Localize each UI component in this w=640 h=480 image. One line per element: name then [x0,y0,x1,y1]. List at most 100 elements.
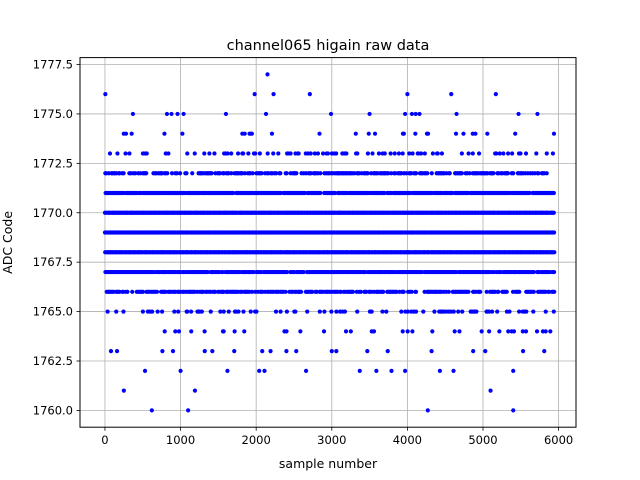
data-point [494,151,499,156]
data-point [303,368,309,373]
x-tick-label: 3000 [317,433,346,447]
data-point [548,329,553,334]
data-point [175,111,180,117]
data-point [516,111,521,117]
data-point [293,309,298,314]
data-point [190,171,195,176]
data-point [473,131,478,136]
data-point [320,151,326,156]
data-point [506,151,511,156]
data-point [242,171,247,176]
data-point [273,309,279,314]
data-point [325,151,330,156]
data-point [318,171,323,176]
data-point [307,92,312,97]
data-point [551,269,557,275]
data-point [160,309,165,314]
data-point [226,309,231,314]
data-point [212,151,217,156]
data-point [259,171,264,176]
data-point [527,190,532,196]
data-point [317,131,322,136]
data-point [229,171,234,176]
data-point [367,111,372,117]
data-point [334,309,339,314]
data-point [288,151,293,156]
data-point [401,289,406,294]
data-point [185,151,190,156]
data-point [221,329,226,334]
data-point [497,151,502,156]
data-point [229,151,234,156]
data-point [382,151,387,156]
data-point [202,349,207,354]
data-point [551,309,556,314]
data-point [483,349,488,354]
data-point [129,131,134,136]
data-point [165,171,170,176]
data-point [144,171,149,176]
data-point [232,349,237,354]
data-point [263,111,269,117]
data-point [217,171,223,176]
data-point [160,349,165,354]
data-point [318,190,323,196]
data-point [501,151,506,156]
data-point [355,309,360,314]
data-point [461,131,466,136]
data-point [283,289,288,294]
data-point [184,171,189,176]
data-point [235,151,241,156]
data-point [409,111,415,117]
data-point [457,329,462,334]
data-point [358,289,363,294]
data-point [269,131,275,136]
data-point [485,131,490,136]
y-axis-label: ADC Code [0,211,15,274]
data-point [350,289,356,294]
data-point [334,151,339,156]
data-point [405,329,410,334]
data-point [284,349,289,354]
data-point [338,289,343,294]
data-point [551,131,557,136]
data-point [140,309,145,314]
data-point [177,171,183,176]
data-point [317,309,322,314]
data-point [446,289,451,294]
data-point [169,171,175,176]
data-point [410,329,415,334]
data-point [123,151,128,156]
data-point [403,368,408,373]
data-point [531,309,536,314]
data-point [520,329,525,334]
data-point [447,171,452,176]
data-point [451,309,456,314]
data-point [246,151,251,156]
data-point [372,131,378,136]
data-point [342,309,348,314]
data-point [389,368,394,373]
data-point [449,92,454,97]
data-point [223,111,229,117]
data-point [125,289,130,294]
data-point [123,131,129,136]
data-point [105,309,110,314]
data-point [456,309,461,314]
data-point [422,151,427,156]
data-point [192,151,197,156]
data-point [321,329,327,334]
y-tick-label: 1760.0 [33,403,73,417]
data-point [486,309,492,314]
x-axis-label: sample number [279,456,378,471]
data-point [551,190,556,196]
data-point [117,289,122,294]
y-tick-label: 1762.5 [33,354,73,368]
data-point [370,151,375,156]
data-point [430,329,435,334]
data-point [511,408,516,413]
data-point [232,329,237,334]
data-point [552,230,557,235]
